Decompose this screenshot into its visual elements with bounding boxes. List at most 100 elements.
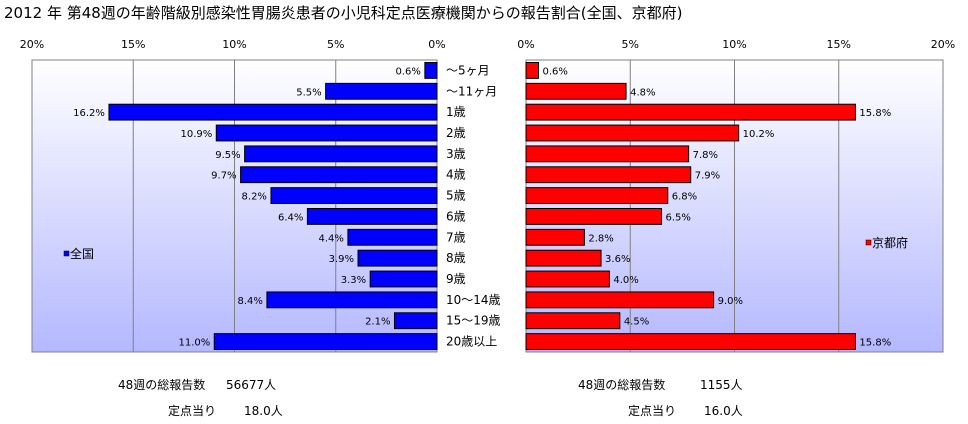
kyoto-x-tick-label: 10% bbox=[722, 38, 746, 51]
category-label: 6歳 bbox=[446, 209, 466, 223]
national-bar bbox=[424, 62, 438, 79]
kyoto-data-label: 3.6% bbox=[605, 254, 630, 265]
kyoto-bar bbox=[525, 166, 692, 184]
national-bar bbox=[270, 187, 438, 204]
kyoto-bar bbox=[525, 333, 856, 350]
kyoto-data-label: 9.0% bbox=[718, 296, 743, 307]
category-label: 〜5ヶ月 bbox=[446, 63, 490, 77]
kyoto-summary: 48週の総報告数 1155人 bbox=[578, 376, 743, 393]
category-label: 4歳 bbox=[446, 168, 466, 182]
category-label: 3歳 bbox=[446, 147, 466, 161]
kyoto-data-label: 4.8% bbox=[630, 87, 655, 98]
kyoto-legend-label: 京都府 bbox=[872, 235, 908, 250]
category-label: 9歳 bbox=[446, 272, 466, 286]
kyoto-total-value: 1155人 bbox=[700, 378, 743, 392]
national-bar bbox=[266, 291, 438, 309]
kyoto-bar bbox=[525, 82, 627, 100]
kyoto-bar bbox=[525, 124, 740, 142]
kyoto-bar bbox=[525, 291, 715, 309]
kyoto-legend-swatch bbox=[865, 239, 872, 246]
kyoto-x-tick-label: 0% bbox=[517, 38, 534, 51]
national-data-label: 9.7% bbox=[211, 171, 236, 182]
kyoto-bar bbox=[525, 103, 856, 121]
kyoto-total-label: 48週の総報告数 bbox=[578, 378, 666, 392]
category-label: 15〜19歳 bbox=[446, 314, 501, 328]
category-label: 〜11ヶ月 bbox=[446, 84, 497, 98]
category-label: 5歳 bbox=[446, 189, 466, 203]
kyoto-bar bbox=[525, 312, 621, 330]
national-data-label: 5.5% bbox=[296, 87, 321, 98]
kyoto-data-label: 4.0% bbox=[613, 275, 638, 286]
kyoto-data-label: 4.5% bbox=[624, 317, 649, 328]
national-data-label: 10.9% bbox=[180, 129, 212, 140]
national-per-site-value: 18.0人 bbox=[244, 404, 283, 418]
national-bar bbox=[325, 82, 438, 100]
category-label: 8歳 bbox=[446, 251, 466, 265]
kyoto-bar bbox=[525, 208, 663, 225]
national-x-tick-label: 0% bbox=[428, 38, 445, 51]
kyoto-bar bbox=[525, 62, 540, 79]
kyoto-bar bbox=[525, 249, 602, 267]
national-x-tick-label: 15% bbox=[121, 38, 145, 51]
kyoto-data-label: 10.2% bbox=[743, 129, 775, 140]
kyoto-per-site: 定点当り 16.0人 bbox=[628, 402, 743, 419]
national-data-label: 8.4% bbox=[237, 296, 262, 307]
kyoto-data-label: 0.6% bbox=[543, 66, 568, 77]
national-bar bbox=[108, 103, 438, 121]
national-bar bbox=[215, 124, 438, 142]
national-legend-label: 全国 bbox=[70, 246, 94, 261]
category-label: 7歳 bbox=[446, 230, 466, 244]
national-legend-swatch bbox=[63, 250, 70, 257]
category-label: 2歳 bbox=[446, 126, 466, 140]
national-bar bbox=[244, 145, 438, 163]
category-label: 10〜14歳 bbox=[446, 293, 501, 307]
kyoto-x-tick-label: 20% bbox=[931, 38, 955, 51]
category-label: 20歳以上 bbox=[446, 335, 497, 349]
national-bar bbox=[357, 249, 438, 267]
kyoto-per-site-label: 定点当り bbox=[628, 404, 677, 418]
national-data-label: 3.3% bbox=[341, 275, 366, 286]
national-bar bbox=[369, 270, 438, 288]
kyoto-data-label: 15.8% bbox=[859, 108, 891, 119]
national-x-tick-label: 10% bbox=[222, 38, 246, 51]
national-data-label: 8.2% bbox=[242, 192, 267, 203]
kyoto-bar bbox=[525, 228, 585, 246]
kyoto-x-tick-label: 5% bbox=[622, 38, 639, 51]
national-summary: 48週の総報告数 56677人 bbox=[118, 376, 276, 393]
national-data-label: 3.9% bbox=[329, 254, 354, 265]
kyoto-plot-area: 0% 5% 10% 15% 20% 0.6% 4.8% 15.8% 10.2% 7.8% 7.9% 6… bbox=[517, 38, 955, 353]
national-bar bbox=[393, 312, 438, 330]
national-bar bbox=[213, 333, 438, 350]
national-per-site-label: 定点当り bbox=[168, 404, 217, 418]
national-data-label: 16.2% bbox=[73, 108, 105, 119]
national-bar bbox=[240, 166, 438, 184]
category-axis: 〜5ヶ月〜11ヶ月 1歳 2歳 3歳 4歳 5歳 6歳 7歳 8歳 9歳 10〜14歳 15〜19歳 2… bbox=[446, 63, 501, 348]
national-data-label: 11.0% bbox=[178, 338, 210, 349]
national-x-tick-label: 20% bbox=[20, 38, 44, 51]
kyoto-data-label: 6.5% bbox=[666, 212, 691, 223]
national-plot-area: 20% 15% 10% 5% 0% 0.6% 5.5% 16.2% 10.9%9.5% 9.7% 8… bbox=[20, 38, 446, 353]
national-data-label: 4.4% bbox=[318, 233, 343, 244]
kyoto-bar bbox=[525, 187, 669, 204]
kyoto-bar bbox=[525, 145, 690, 163]
national-total-value: 56677人 bbox=[226, 378, 277, 392]
kyoto-per-site-value: 16.0人 bbox=[704, 404, 743, 418]
national-data-label: 0.6% bbox=[395, 66, 420, 77]
kyoto-x-tick-label: 15% bbox=[827, 38, 851, 51]
kyoto-data-label: 6.8% bbox=[672, 192, 697, 203]
national-data-label: 6.4% bbox=[278, 212, 303, 223]
national-data-label: 2.1% bbox=[365, 317, 390, 328]
national-x-tick-label: 5% bbox=[327, 38, 344, 51]
national-per-site: 定点当り 18.0人 bbox=[168, 402, 283, 419]
kyoto-data-label: 2.8% bbox=[588, 233, 613, 244]
national-total-label: 48週の総報告数 bbox=[118, 378, 206, 392]
national-bar bbox=[347, 228, 438, 246]
kyoto-data-label: 7.9% bbox=[695, 171, 720, 182]
kyoto-data-label: 7.8% bbox=[693, 150, 718, 161]
category-label: 1歳 bbox=[446, 105, 466, 119]
legends: 全国 京都府 bbox=[63, 235, 908, 261]
national-bar bbox=[306, 208, 438, 225]
chart-title: 2012 年 第48週の年齢階級別感染性胃腸炎患者の小児科定点医療機関からの報告… bbox=[4, 4, 683, 22]
national-data-label: 9.5% bbox=[215, 150, 240, 161]
